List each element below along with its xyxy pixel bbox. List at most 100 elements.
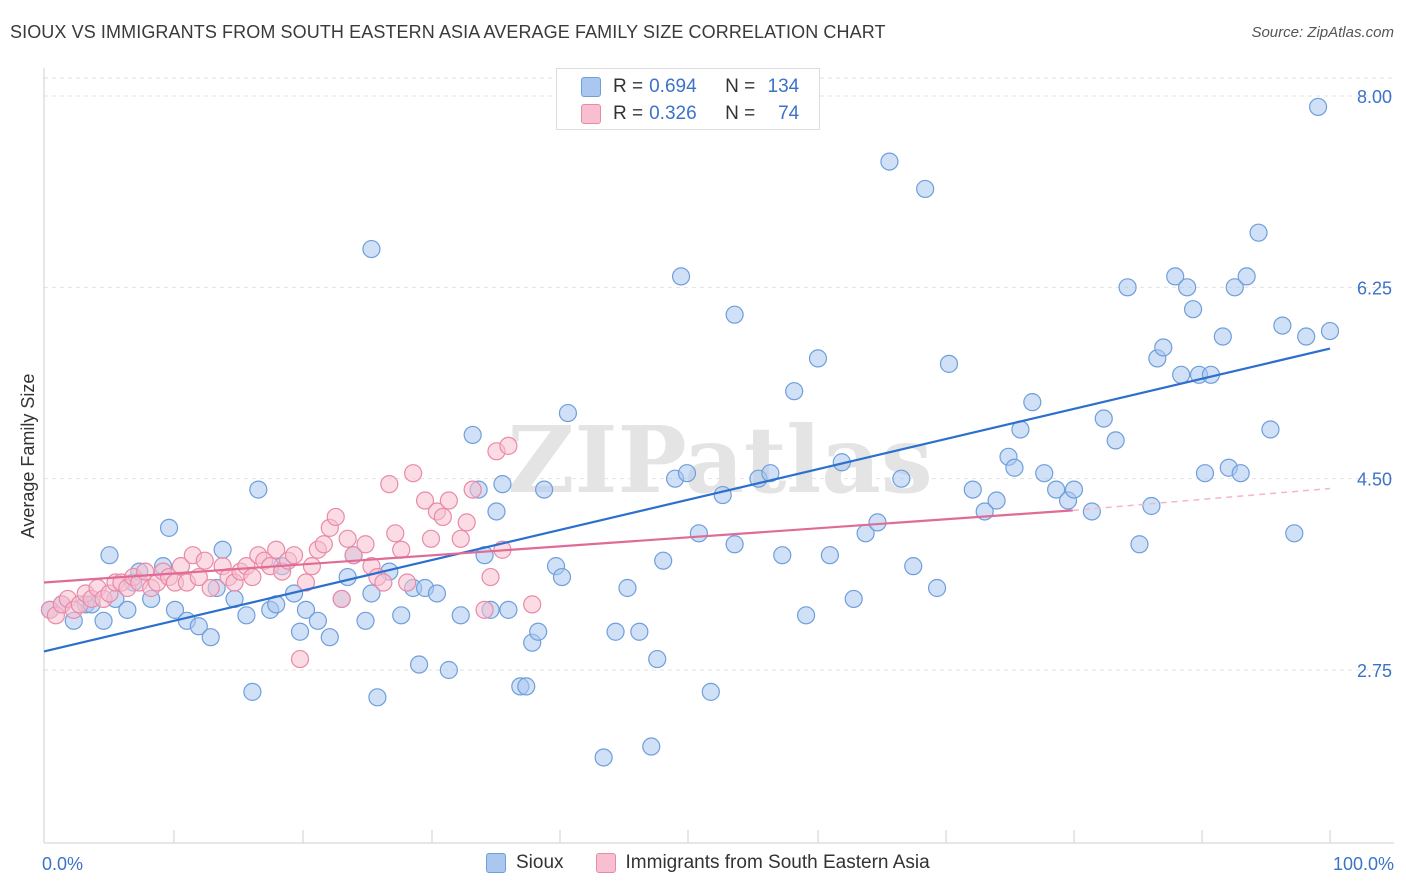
data-point: [963, 480, 982, 499]
x-tick-labels: 0.0% 100.0%: [42, 854, 1394, 874]
data-point: [618, 578, 637, 598]
data-point: [338, 529, 357, 548]
immigrants-trend-line: [43, 509, 1073, 584]
data-point: [475, 600, 494, 619]
data-point: [100, 546, 119, 565]
data-point: [290, 622, 310, 641]
data-point: [868, 513, 887, 532]
legend-item-immigrants[interactable]: Immigrants from South Eastern Asia: [595, 852, 930, 874]
data-point: [1213, 327, 1232, 346]
data-point: [1118, 278, 1137, 297]
legend-swatch-immigrants: [581, 104, 601, 124]
data-point: [1172, 365, 1191, 384]
axes: [43, 68, 1394, 844]
data-point: [689, 524, 709, 543]
series-legend: Sioux Immigrants from South Eastern Asia: [486, 852, 962, 874]
y-axis-label: Average Family Size: [18, 374, 38, 539]
data-point: [1285, 524, 1304, 543]
data-point: [1178, 278, 1197, 297]
legend-swatch-sioux: [486, 853, 506, 873]
data-point: [213, 540, 232, 559]
data-point: [552, 567, 572, 587]
data-point: [1225, 278, 1244, 297]
data-point: [237, 606, 256, 625]
data-point: [302, 557, 322, 576]
data-point: [606, 622, 625, 641]
data-point: [808, 349, 828, 368]
data-point: [398, 573, 417, 592]
data-point: [1082, 502, 1101, 521]
data-point: [189, 617, 208, 636]
data-point: [594, 748, 613, 767]
r-label: R =: [613, 76, 644, 97]
data-point: [118, 600, 137, 619]
y-tick-labels: 2.75 4.50 6.25 8.00: [1357, 87, 1392, 681]
data-point: [380, 475, 399, 494]
data-point: [368, 688, 387, 707]
data-point: [892, 469, 911, 488]
data-point: [243, 682, 262, 701]
data-point: [404, 464, 423, 483]
chart-title: SIOUX VS IMMIGRANTS FROM SOUTH EASTERN A…: [10, 22, 886, 42]
data-point: [927, 578, 947, 598]
data-point: [701, 682, 720, 701]
data-point: [392, 606, 411, 625]
r-value: 0.694: [649, 76, 697, 97]
data-point: [320, 628, 339, 647]
legend-label-immigrants: Immigrants from South Eastern Asia: [625, 852, 930, 873]
data-point: [844, 589, 863, 609]
data-point: [362, 239, 381, 259]
data-point: [796, 606, 816, 625]
data-point: [457, 513, 476, 532]
data-point: [296, 600, 316, 619]
legend-item-sioux[interactable]: Sioux: [486, 852, 564, 874]
data-point: [535, 480, 554, 499]
data-point: [463, 425, 482, 445]
r-value: 0.326: [649, 103, 697, 124]
y-tick-label: 2.75: [1357, 661, 1392, 681]
data-point: [523, 595, 542, 614]
data-point: [761, 464, 780, 483]
data-point: [939, 354, 959, 373]
data-point: [725, 305, 744, 324]
n-value: 134: [767, 76, 800, 97]
data-point: [356, 611, 375, 630]
data-point: [1261, 420, 1280, 439]
data-point: [820, 546, 839, 565]
legend-row-immigrants: R = 0.326 N = 74: [581, 102, 799, 126]
data-point: [648, 649, 667, 669]
data-point: [433, 507, 452, 527]
data-point: [1047, 480, 1066, 499]
data-point: [1166, 267, 1185, 286]
data-point: [243, 567, 262, 587]
data-point: [296, 573, 316, 592]
data-point: [386, 524, 405, 543]
data-point: [374, 573, 393, 592]
data-point: [451, 529, 470, 548]
data-point: [290, 649, 310, 669]
data-point: [284, 546, 304, 565]
data-point: [773, 546, 792, 565]
n-label: N =: [725, 103, 756, 124]
data-point: [1231, 464, 1250, 483]
y-tick-label: 8.00: [1357, 87, 1392, 107]
data-point: [201, 628, 220, 647]
data-point: [1094, 409, 1113, 428]
immigrants-trend-extension: [1072, 487, 1331, 512]
data-point: [558, 403, 578, 423]
data-point: [165, 600, 185, 619]
legend-label-sioux: Sioux: [516, 852, 564, 873]
data-point: [1237, 267, 1256, 286]
data-point: [499, 600, 518, 619]
data-point: [493, 475, 512, 494]
data-point: [159, 518, 179, 537]
data-point: [677, 464, 697, 483]
data-point: [1195, 464, 1215, 483]
data-point: [463, 480, 482, 499]
y-tick-label: 6.25: [1357, 278, 1392, 298]
r-label: R =: [613, 103, 644, 124]
data-point: [409, 655, 429, 674]
immigrants-points: [40, 436, 542, 669]
legend-swatch-immigrants: [595, 853, 616, 873]
